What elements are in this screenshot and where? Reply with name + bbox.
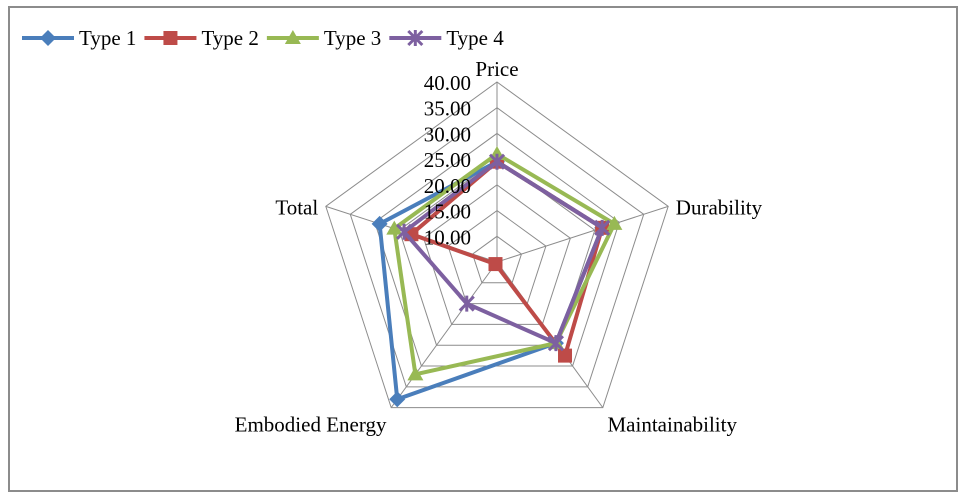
legend-label: Type 3 — [324, 26, 381, 50]
data-point-type-4 — [396, 223, 413, 240]
grid-ring — [471, 235, 523, 284]
tick-label: 15.00 — [424, 200, 471, 224]
grid-ring — [349, 107, 645, 388]
legend-label: Type 1 — [79, 26, 136, 50]
legend-item-type-4: Type 4 — [389, 26, 504, 50]
grid-ring — [398, 158, 596, 346]
tick-label: 20.00 — [424, 174, 471, 198]
category-label-maintainability: Maintainability — [608, 413, 738, 437]
series-type-4 — [396, 153, 611, 352]
data-point-type-2 — [488, 257, 503, 272]
category-label-price: Price — [475, 57, 518, 81]
grid-spoke — [390, 261, 498, 408]
chart-frame — [8, 6, 958, 492]
tick-label: 10.00 — [424, 225, 471, 249]
tick-label: 25.00 — [424, 148, 471, 172]
data-point-type-3 — [386, 220, 403, 235]
axis-labels: Price Durability Maintainability Embodied E… — [235, 57, 763, 437]
category-label-durability: Durability — [676, 195, 763, 219]
series-line-type-3 — [392, 152, 617, 377]
tick-label: 30.00 — [424, 122, 471, 146]
legend-label: Type 2 — [201, 26, 258, 50]
data-point-type-4 — [594, 219, 611, 236]
legend-marker — [284, 30, 301, 44]
series-layer — [371, 146, 623, 408]
data-point-type-1 — [371, 215, 388, 232]
data-point-type-2 — [558, 348, 573, 363]
grid-spoke — [496, 205, 669, 263]
legend: Type 1 Type 2 Type 3 Type 4 — [22, 26, 504, 50]
radar-grid — [325, 81, 669, 409]
legend-item-type-2: Type 2 — [144, 26, 259, 50]
grid-ring — [325, 81, 669, 409]
data-point-type-1 — [389, 391, 406, 408]
data-point-type-4 — [488, 153, 506, 170]
series-line-type-4 — [402, 159, 605, 346]
legend-item-type-3: Type 3 — [266, 26, 381, 50]
legend-marker — [163, 31, 178, 45]
legend-marker — [407, 29, 424, 47]
legend-marker — [40, 30, 56, 46]
legend-item-type-1: Type 1 — [22, 26, 136, 50]
tick-label: 40.00 — [424, 71, 471, 95]
category-label-embodied-energy: Embodied Energy — [235, 413, 387, 437]
grid-ring — [447, 209, 547, 305]
legend-label: Type 4 — [446, 26, 504, 50]
data-point-type-3 — [606, 215, 623, 230]
data-point-type-4 — [547, 335, 565, 352]
data-point-type-3 — [407, 366, 424, 381]
category-label-total: Total — [275, 195, 318, 219]
data-point-type-4 — [458, 295, 475, 312]
tick-label: 35.00 — [424, 97, 471, 121]
grid-ring — [423, 184, 571, 325]
